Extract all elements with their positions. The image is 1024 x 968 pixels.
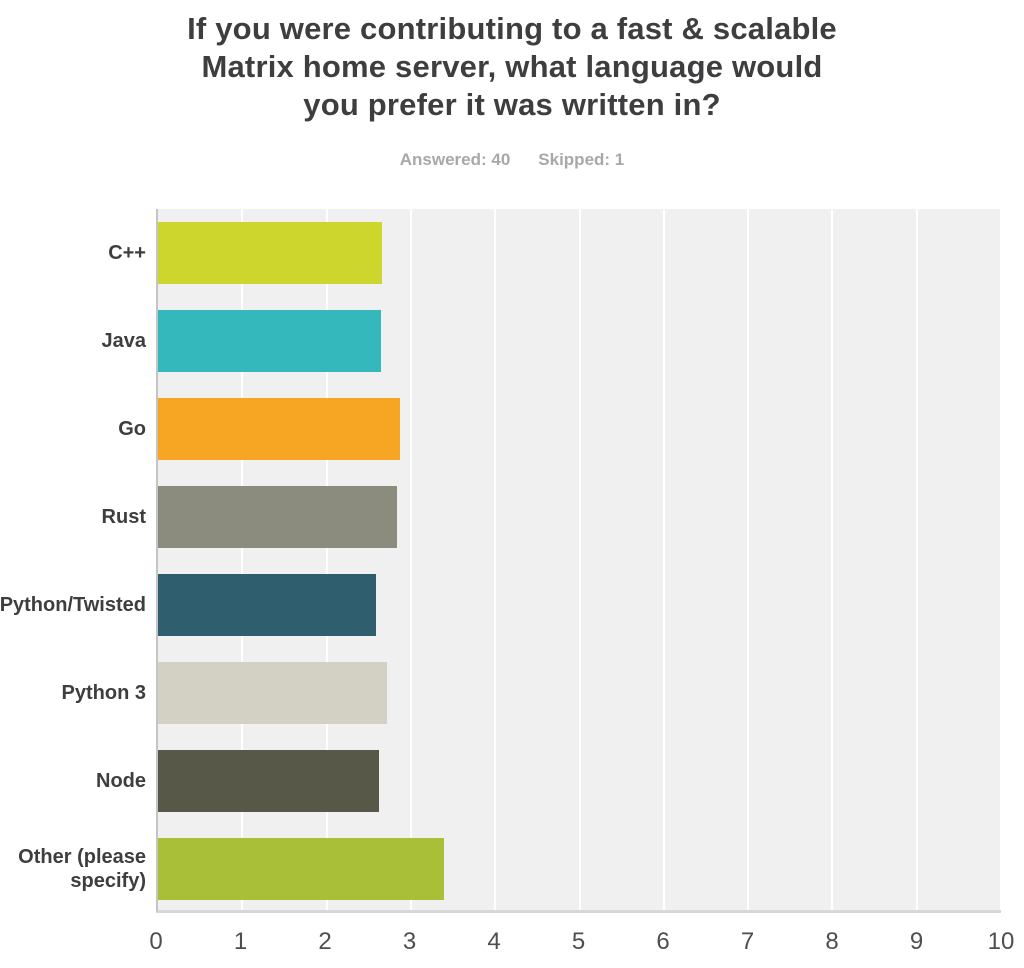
bar-row-go — [158, 385, 1001, 473]
x-axis: 0 1 2 3 4 5 6 7 8 9 10 — [149, 928, 1014, 958]
category-label-c: C++ — [108, 242, 146, 264]
gridline-7 — [747, 209, 750, 910]
bar-java — [158, 310, 382, 372]
bar-row-other-please-specify — [158, 825, 1001, 913]
skipped-count: Skipped: 1 — [538, 150, 625, 169]
gridline-6 — [662, 209, 665, 910]
gridline-3 — [409, 209, 412, 910]
category-label-node: Node — [96, 770, 146, 792]
chart-title-line-1: If you were contributing to a fast & sca… — [187, 11, 837, 46]
chart-title-line-3: you prefer it was written in? — [303, 87, 721, 122]
x-tick-label-6: 6 — [656, 928, 670, 955]
bar-chart-plot-area — [156, 209, 1002, 913]
gridline-4 — [494, 209, 497, 910]
category-labels-column: C++ Java Go Rust Python/Twisted Python 3 Node O… — [0, 209, 146, 913]
bar-rust — [158, 486, 397, 548]
x-tick-label-2: 2 — [318, 928, 332, 955]
bar-row-java — [158, 297, 1001, 385]
category-label-java: Java — [101, 330, 147, 352]
x-tick-label-8: 8 — [825, 928, 839, 955]
chart-title: If you were contributing to a fast & sca… — [0, 10, 1024, 124]
bar-c — [158, 222, 383, 284]
category-label-python-3: Python 3 — [61, 682, 146, 704]
bar-python-3 — [158, 662, 388, 724]
x-tick-label-5: 5 — [571, 928, 586, 955]
x-tick-label-4: 4 — [487, 928, 501, 955]
gridline-2 — [325, 209, 328, 910]
x-tick-label-7: 7 — [740, 928, 755, 955]
category-label-other-please-specify: Other (please specify) — [18, 846, 146, 892]
bar-python-twisted — [158, 574, 377, 636]
chart-subtitle: Answered: 40 Skipped: 1 — [0, 150, 1024, 170]
gridline-5 — [578, 209, 581, 910]
bar-row-rust — [158, 473, 1001, 561]
gridline-10 — [1000, 209, 1002, 910]
bar-go — [158, 398, 400, 460]
x-tick-label-1: 1 — [233, 928, 248, 955]
bar-other-please-specify — [158, 838, 444, 900]
gridline-1 — [241, 209, 244, 910]
gridline-8 — [831, 209, 834, 910]
bar-row-node — [158, 737, 1001, 825]
x-tick-label-9: 9 — [909, 928, 924, 955]
chart-title-line-2: Matrix home server, what language would — [201, 49, 823, 84]
x-tick-label-3: 3 — [402, 928, 417, 955]
bar-row-c — [158, 209, 1001, 297]
x-tick-label-0: 0 — [149, 928, 163, 955]
category-label-python-twisted: Python/Twisted — [0, 594, 146, 616]
answered-count: Answered: 40 — [399, 150, 511, 169]
category-label-rust: Rust — [101, 506, 146, 528]
category-label-go: Go — [118, 418, 146, 440]
bar-row-python-twisted — [158, 561, 1001, 649]
bar-row-python-3 — [158, 649, 1001, 737]
x-tick-label-10: 10 — [987, 928, 1015, 955]
bar-node — [158, 750, 379, 812]
gridline-9 — [915, 209, 918, 910]
